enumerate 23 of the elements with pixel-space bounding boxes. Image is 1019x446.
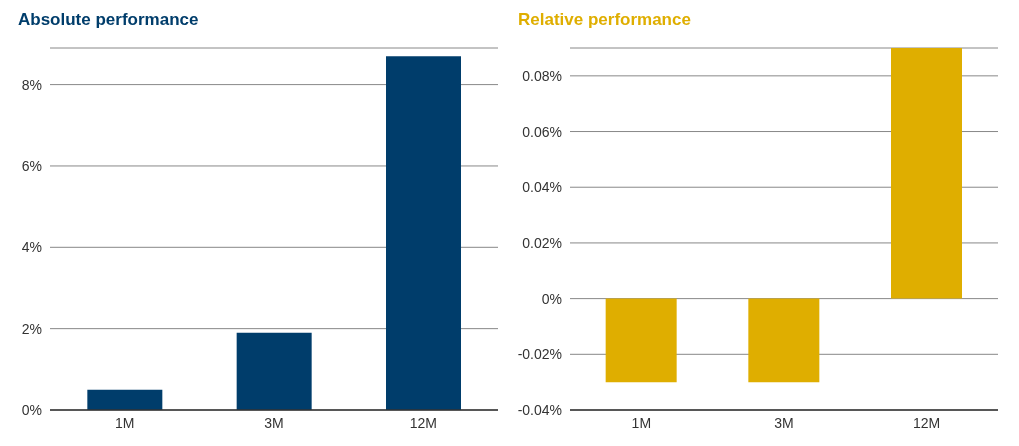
y-tick-label: 2% (21, 320, 42, 337)
bar (236, 332, 312, 410)
chart-title: Relative performance (518, 10, 691, 30)
x-tick-label: 1M (114, 414, 135, 431)
bar (386, 56, 461, 410)
x-tick-label: 12M (913, 414, 941, 431)
y-tick-label: 0% (21, 401, 42, 418)
y-tick-label: 4% (21, 239, 42, 256)
x-tick-label: 1M (631, 414, 652, 431)
y-tick-label: 0.06% (522, 123, 562, 140)
y-tick-label: 0.08% (522, 67, 562, 84)
x-tick-label: 3M (774, 414, 794, 431)
y-tick-label: 0.02% (522, 234, 562, 251)
y-tick-label: -0.02% (517, 346, 562, 363)
y-tick-label: 8% (21, 76, 42, 93)
x-tick-label: 12M (409, 414, 437, 431)
bar (87, 389, 163, 410)
chart-title: Absolute performance (18, 10, 199, 30)
y-tick-label: 0% (541, 290, 562, 307)
x-tick-label: 3M (264, 414, 284, 431)
y-tick-label: -0.04% (517, 401, 562, 418)
y-tick-label: 0.04% (522, 179, 562, 196)
y-tick-label: 6% (21, 157, 42, 174)
